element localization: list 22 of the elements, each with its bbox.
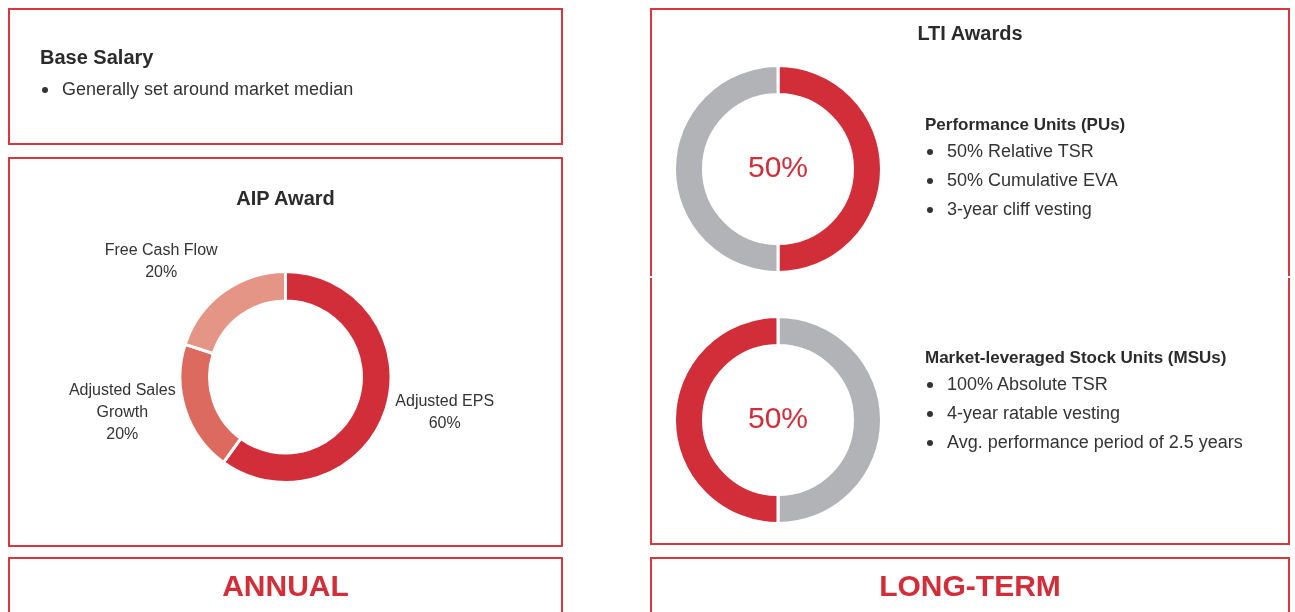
text: Base Salary xyxy=(40,46,155,69)
text: 3-year cliff vesting xyxy=(947,198,1092,221)
text: Avg. performance period of 2.5 years xyxy=(947,431,1243,454)
text: 50% Cumulative EVA xyxy=(947,169,1118,192)
data-label: 20% xyxy=(106,425,139,443)
text: Generally set around market median xyxy=(62,78,354,101)
slice-label: Adjusted EPS xyxy=(395,392,495,410)
data-label: 50% xyxy=(747,150,809,184)
data-label: 20% xyxy=(145,262,178,280)
text: LTI Awards xyxy=(916,22,1024,45)
text: 4-year ratable vesting xyxy=(947,402,1121,425)
data-label: 50% xyxy=(747,401,809,435)
text: 50% Relative TSR xyxy=(947,140,1094,163)
text: Performance Units (PUs) xyxy=(925,115,1126,135)
slice-label: Free Cash Flow xyxy=(104,240,219,258)
data-label: 60% xyxy=(428,414,461,432)
text: LONG-TERM xyxy=(878,568,1062,603)
slice-label: Adjusted Sales Growth xyxy=(68,381,176,421)
text: ANNUAL xyxy=(221,568,350,603)
text: Market-leveraged Stock Units (MSUs) xyxy=(925,348,1228,368)
chart-title: AIP Award xyxy=(235,187,336,210)
text: 100% Absolute TSR xyxy=(947,373,1108,396)
